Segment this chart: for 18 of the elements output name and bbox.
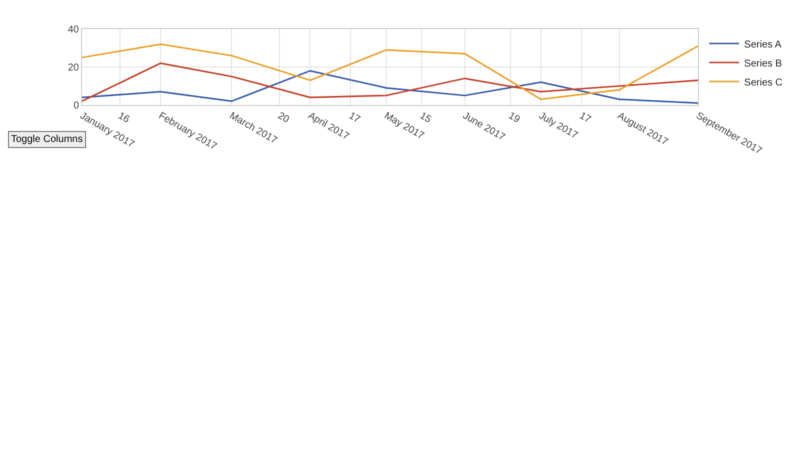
y-tick-label: 40 (68, 24, 80, 36)
line-series (82, 70, 698, 104)
legend-label: Series B (744, 58, 782, 70)
y-tick-label: 20 (68, 62, 80, 74)
line-series (82, 62, 698, 102)
x-tick-label: 17 (346, 110, 362, 126)
x-tick-label: 17 (577, 110, 593, 126)
x-tick-label: June 2017 (460, 110, 508, 144)
legend-label: Series A (744, 39, 782, 50)
legend-label: Series C (744, 77, 783, 88)
text: Toggle Columns (11, 134, 83, 145)
x-tick-label: 15 (418, 110, 434, 126)
x-tick-label: 19 (506, 110, 522, 126)
y-tick-label: 0 (73, 100, 80, 112)
x-tick-label: July 2017 (536, 110, 580, 142)
x-tick-label: 20 (276, 110, 292, 126)
x-tick-label: 16 (116, 110, 132, 126)
line-series (82, 43, 698, 100)
